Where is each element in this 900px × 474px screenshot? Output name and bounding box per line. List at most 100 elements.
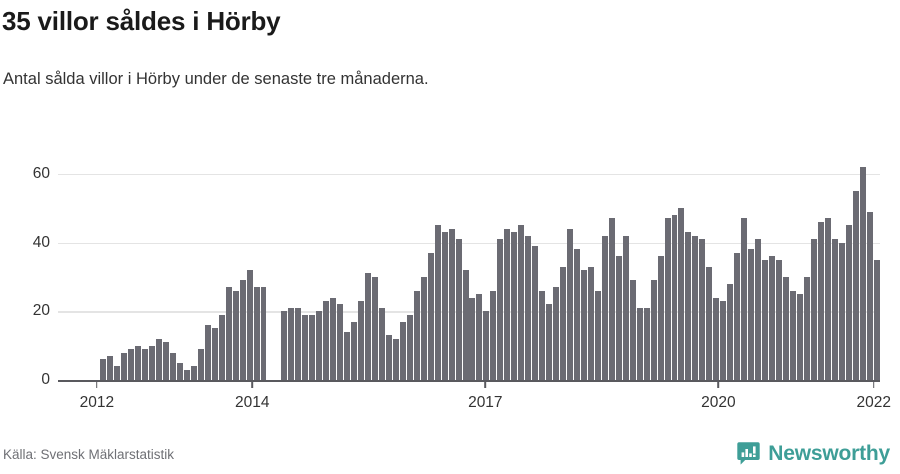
bar[interactable] xyxy=(852,190,859,380)
bar[interactable] xyxy=(128,349,135,380)
bar[interactable] xyxy=(622,235,629,380)
bar[interactable] xyxy=(553,287,560,380)
bar[interactable] xyxy=(748,249,755,380)
bar[interactable] xyxy=(615,256,622,380)
bar[interactable] xyxy=(288,307,295,380)
bar[interactable] xyxy=(211,328,218,380)
bar[interactable] xyxy=(692,235,699,380)
bar[interactable] xyxy=(218,314,225,380)
bar[interactable] xyxy=(469,297,476,380)
bar[interactable] xyxy=(657,256,664,380)
bar[interactable] xyxy=(859,166,866,380)
bar[interactable] xyxy=(100,359,107,380)
bar[interactable] xyxy=(573,249,580,380)
bar[interactable] xyxy=(197,349,204,380)
bar[interactable] xyxy=(392,338,399,380)
bar[interactable] xyxy=(769,256,775,380)
bar[interactable] xyxy=(434,225,441,380)
bar[interactable] xyxy=(260,287,267,380)
bar[interactable] xyxy=(664,218,671,380)
bar[interactable] xyxy=(190,366,197,380)
bar[interactable] xyxy=(364,273,371,380)
newsworthy-logo[interactable]: Newsworthy xyxy=(736,441,890,466)
bar[interactable] xyxy=(518,225,525,380)
bar[interactable] xyxy=(608,218,615,380)
bar[interactable] xyxy=(741,218,748,380)
bar[interactable] xyxy=(629,280,636,380)
bar[interactable] xyxy=(560,266,567,380)
bar[interactable] xyxy=(720,300,727,380)
bar[interactable] xyxy=(399,321,406,380)
bar[interactable] xyxy=(371,276,378,380)
bar[interactable] xyxy=(796,294,803,380)
bar[interactable] xyxy=(156,338,162,380)
bar[interactable] xyxy=(699,239,706,380)
bar[interactable] xyxy=(162,342,169,380)
bar[interactable] xyxy=(253,287,260,380)
bar[interactable] xyxy=(706,266,713,380)
bar[interactable] xyxy=(727,283,734,380)
bar[interactable] xyxy=(525,235,532,380)
bar[interactable] xyxy=(643,307,650,380)
bar[interactable] xyxy=(344,331,351,380)
bar[interactable] xyxy=(420,276,427,380)
bar[interactable] xyxy=(831,239,838,380)
bar[interactable] xyxy=(817,221,824,380)
bar[interactable] xyxy=(824,218,831,380)
bar[interactable] xyxy=(782,276,789,380)
bar[interactable] xyxy=(337,304,344,380)
bar[interactable] xyxy=(169,352,176,380)
bar[interactable] xyxy=(587,266,594,380)
bar[interactable] xyxy=(845,225,852,380)
bar[interactable] xyxy=(866,211,873,380)
bar[interactable] xyxy=(232,290,239,380)
bar[interactable] xyxy=(455,239,462,380)
bar[interactable] xyxy=(755,239,762,380)
bar[interactable] xyxy=(302,314,309,380)
bar[interactable] xyxy=(873,259,880,380)
bar[interactable] xyxy=(427,252,434,380)
bar[interactable] xyxy=(406,314,413,380)
bar[interactable] xyxy=(539,290,546,380)
bar[interactable] xyxy=(413,290,420,380)
bar[interactable] xyxy=(309,314,316,380)
bar[interactable] xyxy=(476,294,483,380)
bar[interactable] xyxy=(385,335,392,380)
bar[interactable] xyxy=(142,349,149,380)
bar[interactable] xyxy=(107,355,114,380)
bar[interactable] xyxy=(650,280,657,380)
bar[interactable] xyxy=(448,228,455,380)
bar[interactable] xyxy=(497,239,504,380)
bar[interactable] xyxy=(803,276,810,380)
bar[interactable] xyxy=(580,270,587,380)
bar[interactable] xyxy=(246,270,253,380)
bar[interactable] xyxy=(838,242,845,380)
bar[interactable] xyxy=(671,215,678,380)
bar[interactable] xyxy=(462,270,469,380)
bar[interactable] xyxy=(810,239,817,380)
bar[interactable] xyxy=(204,325,211,380)
bar[interactable] xyxy=(121,352,128,380)
bar[interactable] xyxy=(295,307,302,380)
bar[interactable] xyxy=(504,228,511,380)
bar[interactable] xyxy=(567,228,573,380)
bar[interactable] xyxy=(225,287,232,380)
bar[interactable] xyxy=(378,307,385,380)
bar[interactable] xyxy=(678,208,685,380)
bar[interactable] xyxy=(114,366,121,380)
bar[interactable] xyxy=(183,369,190,380)
bar[interactable] xyxy=(636,307,643,380)
bar[interactable] xyxy=(351,321,358,380)
bar[interactable] xyxy=(441,232,448,380)
bar[interactable] xyxy=(358,300,364,380)
bar[interactable] xyxy=(316,311,323,380)
bar[interactable] xyxy=(594,290,601,380)
bar[interactable] xyxy=(546,304,553,380)
bar[interactable] xyxy=(734,252,741,380)
bar[interactable] xyxy=(135,345,142,380)
bar[interactable] xyxy=(281,311,288,380)
bar[interactable] xyxy=(323,300,330,380)
bar[interactable] xyxy=(601,235,608,380)
bar[interactable] xyxy=(775,259,782,380)
bar[interactable] xyxy=(511,232,518,380)
